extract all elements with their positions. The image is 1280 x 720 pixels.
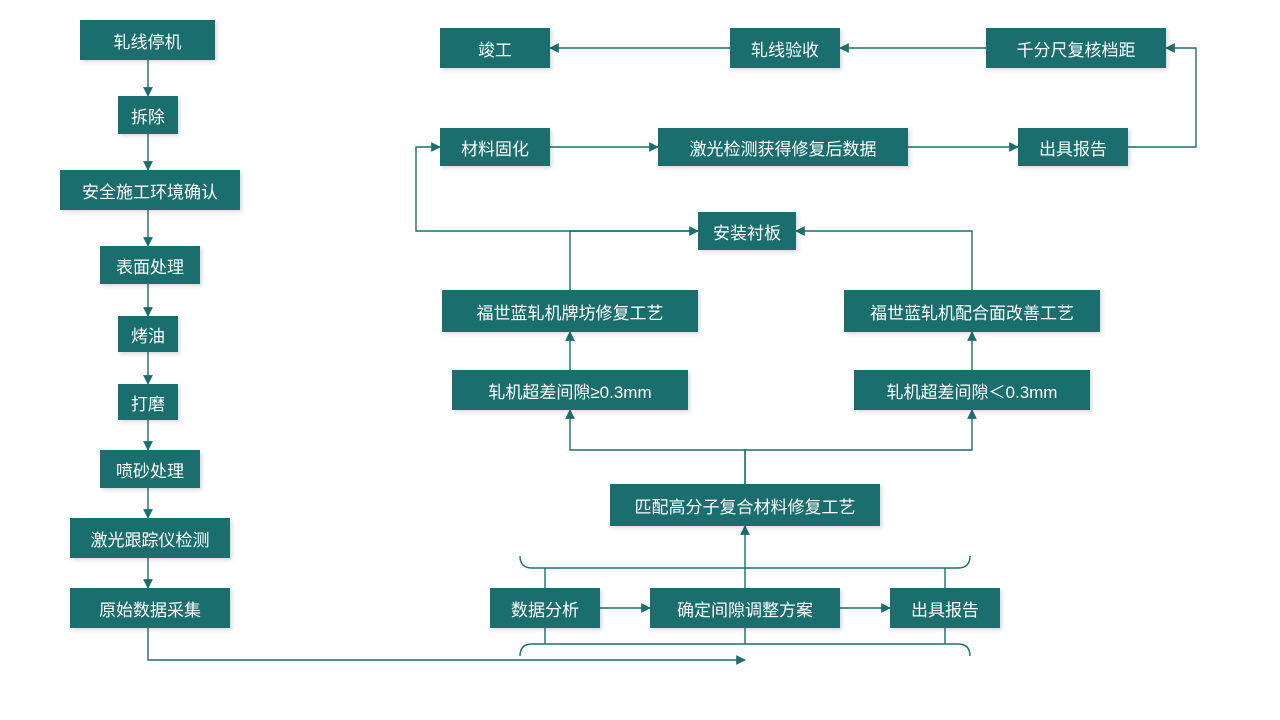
flowchart-node: 确定间隙调整方案 <box>650 588 840 628</box>
flowchart-node-label: 轧机超差间隙≥0.3mm <box>488 378 651 403</box>
flowchart-node-label: 安全施工环境确认 <box>82 178 218 203</box>
flowchart-node: 安全施工环境确认 <box>60 170 240 210</box>
flowchart-node-label: 打磨 <box>131 390 165 415</box>
flowchart-edge <box>520 644 970 656</box>
flowchart-node: 激光跟踪仪检测 <box>70 518 230 558</box>
flowchart-node: 表面处理 <box>100 246 200 284</box>
flowchart-node: 烤油 <box>118 316 178 352</box>
flowchart-node: 材料固化 <box>440 128 550 166</box>
flowchart-node-label: 安装衬板 <box>713 219 781 244</box>
flowchart-node-label: 数据分析 <box>511 596 579 621</box>
flowchart-node-label: 出具报告 <box>911 596 979 621</box>
flowchart-node: 出具报告 <box>1018 128 1128 166</box>
flowchart-node: 千分尺复核档距 <box>986 28 1166 68</box>
flowchart-node-label: 千分尺复核档距 <box>1017 36 1136 61</box>
flowchart-node-label: 轧机超差间隙＜0.3mm <box>887 378 1058 403</box>
flowchart-node-label: 竣工 <box>478 36 512 61</box>
flowchart-edge <box>520 556 970 568</box>
flowchart-node-label: 福世蓝轧机牌坊修复工艺 <box>477 299 664 324</box>
flowchart-node: 竣工 <box>440 28 550 68</box>
flowchart-edge <box>148 628 745 660</box>
flowchart-edge <box>745 410 972 484</box>
flowchart-node: 轧机超差间隙≥0.3mm <box>452 370 688 410</box>
flowchart-node-label: 轧线停机 <box>114 28 182 53</box>
flowchart-node-label: 匹配高分子复合材料修复工艺 <box>635 493 856 518</box>
flowchart-node: 数据分析 <box>490 588 600 628</box>
flowchart-node: 匹配高分子复合材料修复工艺 <box>610 484 880 526</box>
flowchart-node-label: 确定间隙调整方案 <box>677 596 813 621</box>
flowchart-node: 出具报告 <box>890 588 1000 628</box>
flowchart-node-label: 轧线验收 <box>751 36 819 61</box>
flowchart-node-label: 激光检测获得修复后数据 <box>690 135 877 160</box>
flowchart-node-label: 拆除 <box>131 103 165 128</box>
flowchart-node: 轧线验收 <box>730 28 840 68</box>
flowchart-node-label: 原始数据采集 <box>99 596 201 621</box>
flowchart-node: 轧机超差间隙＜0.3mm <box>854 370 1090 410</box>
flowchart-edge <box>796 231 972 290</box>
flowchart-node: 轧线停机 <box>80 20 215 60</box>
flowchart-node-label: 材料固化 <box>461 135 529 160</box>
flowchart-node: 福世蓝轧机配合面改善工艺 <box>844 290 1100 332</box>
flowchart-edge <box>570 231 698 290</box>
flowchart-node: 安装衬板 <box>698 212 796 250</box>
flowchart-node: 拆除 <box>118 96 178 134</box>
flowchart-node-label: 喷砂处理 <box>116 457 184 482</box>
flowchart-node: 原始数据采集 <box>70 588 230 628</box>
flowchart-node-label: 激光跟踪仪检测 <box>91 526 210 551</box>
flowchart-node-label: 出具报告 <box>1039 135 1107 160</box>
flowchart-node: 激光检测获得修复后数据 <box>658 128 908 166</box>
flowchart-node-label: 福世蓝轧机配合面改善工艺 <box>870 299 1074 324</box>
flowchart-node-label: 表面处理 <box>116 253 184 278</box>
flowchart-node: 打磨 <box>118 384 178 420</box>
flowchart-node: 喷砂处理 <box>100 450 200 488</box>
flowchart-node-label: 烤油 <box>131 322 165 347</box>
flowchart-node: 福世蓝轧机牌坊修复工艺 <box>442 290 698 332</box>
flowchart-edge <box>570 410 745 484</box>
